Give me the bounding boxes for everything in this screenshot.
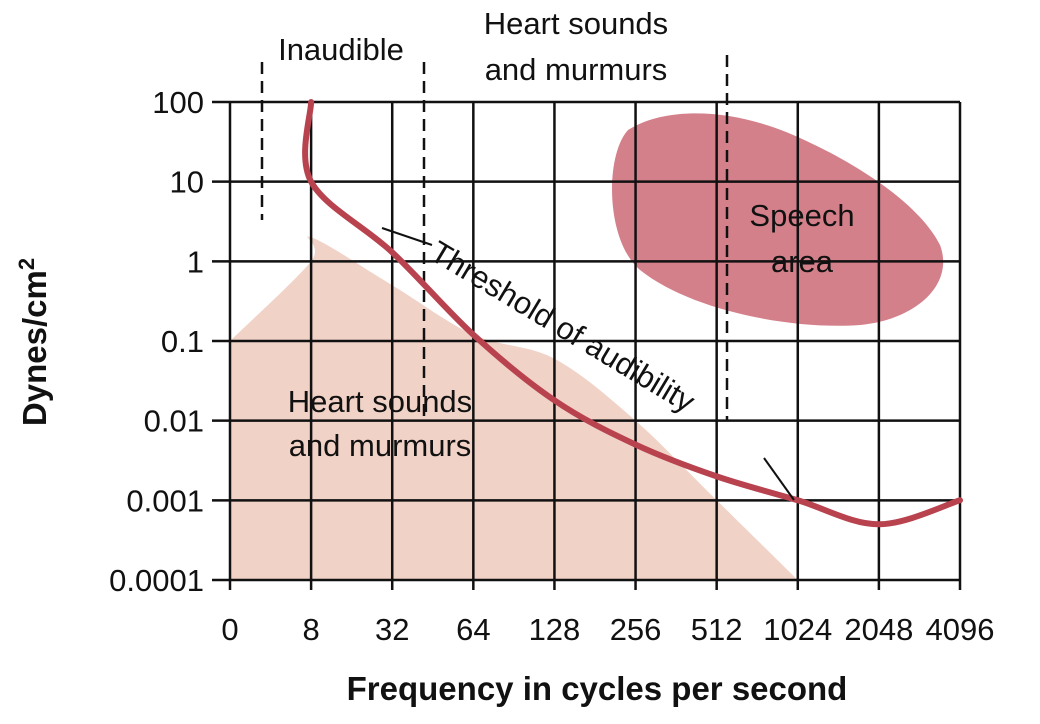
x-tick-label: 1024: [763, 612, 832, 647]
x-tick-label: 0: [221, 612, 238, 647]
x-tick-label: 128: [529, 612, 581, 647]
y-tick-labels: 100 10 1 0.1 0.01 0.001 0.0001: [109, 85, 204, 598]
y-tick-label: 0.001: [126, 483, 204, 518]
y-tick-label: 100: [152, 85, 204, 120]
heart-top-label-line1: Heart sounds: [484, 6, 668, 41]
threshold-of-audibility-line: [302, 99, 963, 528]
x-axis-label: Frequency in cycles per second: [347, 670, 848, 707]
inaudible-label: Inaudible: [278, 32, 404, 67]
x-tick-label: 256: [610, 612, 662, 647]
heart-sounds-region: [230, 236, 798, 580]
x-tick-label: 32: [375, 612, 409, 647]
heart-area-label-line1: Heart sounds: [288, 384, 472, 419]
y-tick-label: 0.1: [161, 324, 204, 359]
range-markers: [260, 55, 729, 420]
grid: [212, 100, 962, 590]
y-tick-label: 1: [187, 244, 204, 279]
y-axis-label-superscript: 2: [14, 258, 39, 270]
x-tick-label: 2048: [844, 612, 913, 647]
y-axis-label: Dynes/cm2: [14, 258, 53, 426]
speech-label-line2: area: [771, 244, 834, 279]
speech-label-line1: Speech: [749, 198, 854, 233]
x-tick-label: 4096: [926, 612, 995, 647]
x-tick-label: 64: [456, 612, 490, 647]
x-tick-labels: 0 8 32 64 128 256 512 1024 2048 4096: [221, 612, 994, 647]
y-tick-label: 0.0001: [109, 563, 204, 598]
x-tick-label: 512: [691, 612, 743, 647]
y-tick-label: 10: [170, 165, 204, 200]
speech-area-region: [612, 113, 944, 326]
x-tick-label: 8: [302, 612, 319, 647]
threshold-leader-line-end: [763, 457, 795, 501]
y-tick-label: 0.01: [144, 404, 204, 439]
y-axis-label-text: Dynes/cm: [16, 270, 53, 426]
threshold-leader-line: [381, 227, 433, 246]
heart-top-label-line2: and murmurs: [485, 52, 668, 87]
heart-area-label-line2: and murmurs: [289, 428, 472, 463]
